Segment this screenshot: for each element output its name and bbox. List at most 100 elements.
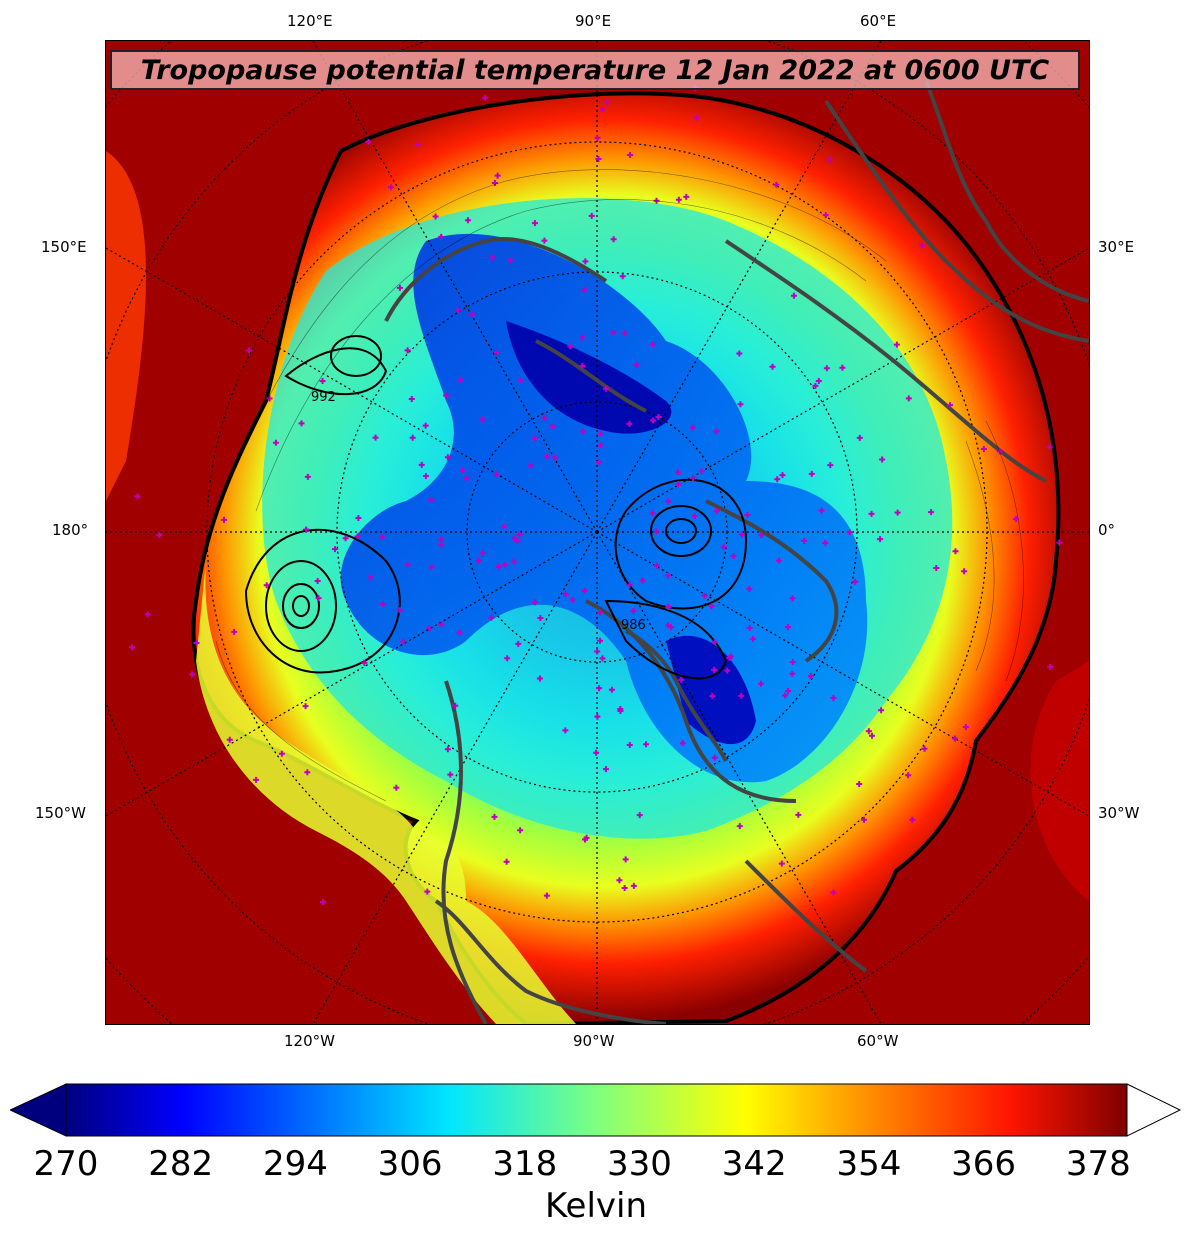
station-marker	[596, 685, 603, 692]
station-marker	[536, 675, 543, 682]
station-marker	[597, 442, 604, 449]
station-marker	[365, 138, 372, 145]
station-marker	[278, 750, 285, 757]
station-marker	[894, 509, 901, 516]
station-marker	[489, 254, 496, 261]
station-marker	[822, 212, 829, 219]
station-marker	[856, 434, 863, 441]
station-marker	[769, 363, 776, 370]
station-marker	[567, 343, 574, 350]
deep-cold-2	[666, 635, 756, 745]
colorbar-tick: 282	[148, 1144, 214, 1184]
map-panel: 992 986	[105, 40, 1090, 1025]
station-marker	[921, 745, 928, 752]
station-marker	[789, 595, 796, 602]
station-marker	[422, 473, 429, 480]
station-marker	[354, 533, 361, 540]
station-marker	[616, 877, 623, 884]
station-marker	[779, 472, 786, 479]
contour-label-986: 986	[621, 618, 646, 633]
colorbar-extend-low	[8, 1083, 67, 1137]
station-marker	[846, 529, 853, 536]
graticule-longitude	[106, 41, 1089, 1024]
warm-patch-east	[1030, 661, 1089, 901]
colorbar	[8, 1082, 1182, 1142]
station-marker	[726, 655, 733, 662]
station-marker	[418, 461, 425, 468]
station-marker	[304, 769, 311, 776]
station-marker	[746, 585, 753, 592]
station-marker	[878, 707, 885, 714]
station-marker	[579, 362, 586, 369]
station-marker	[621, 330, 628, 337]
station-marker	[493, 471, 500, 478]
station-marker	[189, 671, 196, 678]
station-marker	[868, 732, 875, 739]
station-marker	[593, 749, 600, 756]
station-marker	[879, 456, 886, 463]
station-marker	[610, 236, 617, 243]
station-marker	[454, 307, 461, 314]
station-marker	[272, 439, 279, 446]
station-marker	[428, 496, 435, 503]
station-marker	[626, 741, 633, 748]
station-marker	[665, 498, 672, 505]
station-marker	[827, 462, 834, 469]
station-marker	[980, 446, 987, 453]
station-marker	[619, 273, 626, 280]
station-marker	[724, 667, 731, 674]
station-marker	[713, 508, 720, 515]
station-markers	[129, 85, 1063, 906]
station-marker	[231, 628, 238, 635]
warm-patch-west	[106, 151, 146, 501]
station-marker	[518, 377, 525, 384]
station-marker	[320, 899, 327, 906]
station-marker	[784, 624, 791, 631]
station-marker	[708, 603, 715, 610]
station-marker	[649, 510, 656, 517]
station-marker	[693, 114, 700, 121]
station-marker	[860, 816, 867, 823]
station-marker	[639, 577, 646, 584]
station-marker	[668, 624, 675, 631]
station-marker	[749, 636, 756, 643]
station-marker	[877, 536, 884, 543]
station-marker	[653, 528, 660, 535]
station-marker	[603, 385, 610, 392]
colorbar-tick: 306	[377, 1144, 443, 1184]
station-marker	[801, 537, 808, 544]
station-marker	[541, 237, 548, 244]
station-marker	[774, 476, 781, 483]
station-marker	[569, 596, 576, 603]
station-marker	[665, 572, 672, 579]
station-marker	[650, 417, 657, 424]
cold-core	[340, 233, 868, 783]
station-marker	[655, 413, 662, 420]
lon-label-left-150e: 150°E	[41, 238, 87, 256]
station-marker	[812, 382, 819, 389]
station-marker	[355, 515, 362, 522]
station-marker	[528, 462, 535, 469]
contour-label-992: 992	[311, 390, 336, 405]
colorbar-label: Kelvin	[544, 1186, 648, 1226]
station-marker	[709, 693, 716, 700]
station-marker	[515, 640, 522, 647]
colorbar-tick: 270	[33, 1144, 99, 1184]
station-marker	[822, 540, 829, 547]
theta-contours	[215, 169, 1024, 802]
station-marker	[516, 532, 523, 539]
station-marker	[594, 648, 601, 655]
station-marker	[581, 587, 588, 594]
station-marker	[905, 772, 912, 779]
lon-label-bottom-90w: 90°W	[573, 1032, 615, 1050]
station-marker	[367, 574, 374, 581]
station-marker	[691, 512, 698, 519]
station-marker	[933, 564, 940, 571]
station-marker	[404, 561, 411, 568]
station-marker	[839, 364, 846, 371]
lon-label-right-30e: 30°E	[1098, 238, 1135, 256]
station-marker	[246, 347, 253, 354]
pressure-contours	[244, 335, 748, 680]
station-marker	[438, 542, 445, 549]
lon-label-right-0: 0°	[1098, 521, 1116, 539]
